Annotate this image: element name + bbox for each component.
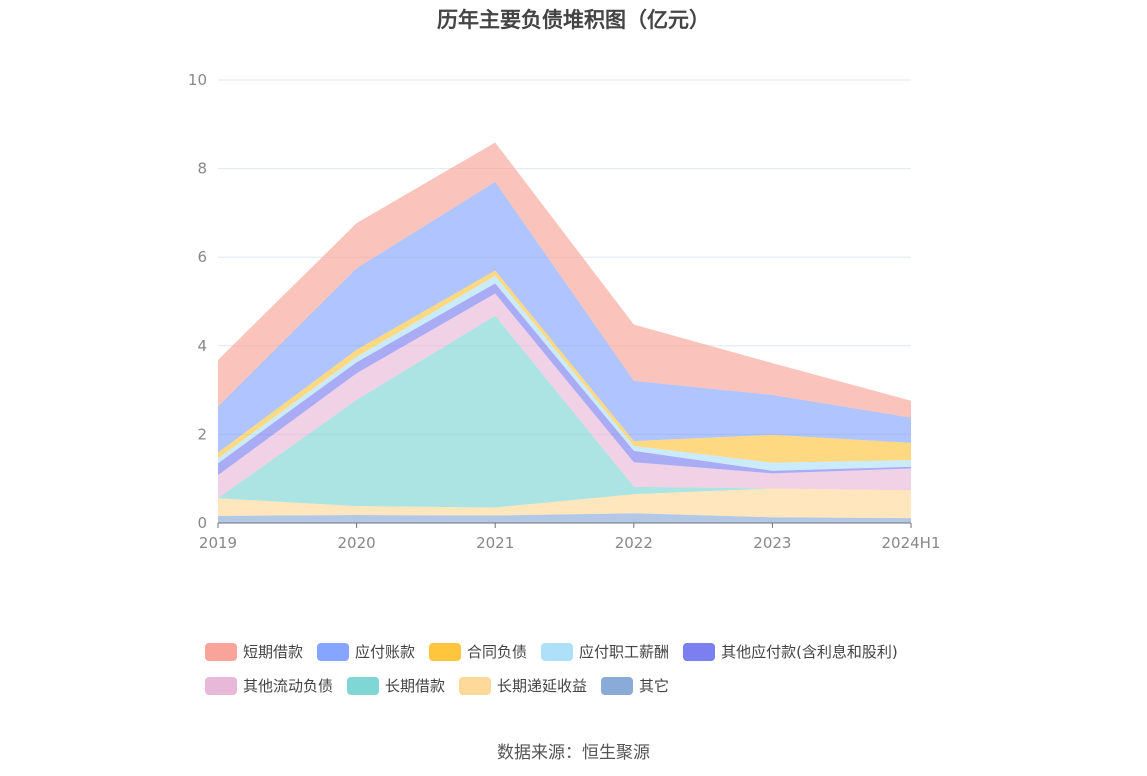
legend-label: 长期借款 xyxy=(385,677,446,695)
legend-swatch xyxy=(205,642,237,661)
legend-swatch xyxy=(683,642,716,661)
legend-item[interactable]: 长期借款 xyxy=(347,675,445,696)
legend-row-1: 短期借款 应付账款 合同负债 应付职工薪酬 其他应付款(含利息和股利) xyxy=(205,641,898,662)
legend-swatch xyxy=(459,676,492,695)
legend-item[interactable]: 应付账款 xyxy=(317,641,415,662)
legend-swatch xyxy=(541,642,574,661)
area-7 xyxy=(218,181,911,453)
legend-swatch xyxy=(317,642,350,661)
x-tick-label: 2022 xyxy=(615,534,653,552)
x-tick-label: 2024H1 xyxy=(882,534,941,552)
area-8 xyxy=(218,142,911,418)
area-2 xyxy=(218,315,911,508)
legend-label: 其他应付款(含利息和股利) xyxy=(721,643,898,661)
legend-label: 短期借款 xyxy=(243,643,304,661)
area-1 xyxy=(218,488,911,519)
legend-label: 其他流动负债 xyxy=(243,677,334,695)
chart-title: 历年主要负债堆积图（亿元） xyxy=(437,8,710,32)
legend-item[interactable]: 长期递延收益 xyxy=(459,675,587,696)
x-tick-label: 2023 xyxy=(753,534,791,552)
area-0 xyxy=(218,513,911,523)
data-source: 数据来源：恒生聚源 xyxy=(497,743,650,763)
y-tick-label: 6 xyxy=(197,248,207,266)
y-tick-label: 10 xyxy=(188,71,207,89)
legend-swatch xyxy=(429,642,462,661)
legend-label: 应付职工薪酬 xyxy=(579,643,670,661)
legend-label: 合同负债 xyxy=(467,643,528,661)
stacked-area-chart: 0 2 4 6 8 10 2019 2020 2021 2022 2023 2024H1 xyxy=(188,71,941,552)
legend-label: 长期递延收益 xyxy=(497,677,588,695)
legend-swatch xyxy=(347,676,380,695)
y-tick-label: 8 xyxy=(197,160,207,178)
legend-item[interactable]: 其它 xyxy=(601,675,669,696)
legend-label: 应付账款 xyxy=(355,643,416,661)
legend-item[interactable]: 其他流动负债 xyxy=(205,675,333,696)
area-3 xyxy=(218,293,911,499)
legend-swatch xyxy=(205,676,237,695)
legend-label: 其它 xyxy=(639,677,670,695)
x-tick-label: 2020 xyxy=(338,534,376,552)
y-tick-label: 0 xyxy=(197,514,207,532)
legend-swatch xyxy=(601,676,634,695)
x-tick-label: 2019 xyxy=(199,534,237,552)
x-tick-label: 2021 xyxy=(476,534,514,552)
y-tick-label: 2 xyxy=(197,425,207,443)
legend-item[interactable]: 应付职工薪酬 xyxy=(541,641,669,662)
legend-item[interactable]: 合同负债 xyxy=(429,641,527,662)
area-6 xyxy=(218,270,911,463)
legend-row-2: 其他流动负债 长期借款 长期递延收益 其它 xyxy=(205,675,669,696)
legend-item[interactable]: 短期借款 xyxy=(205,641,303,662)
legend-item[interactable]: 其他应付款(含利息和股利) xyxy=(683,641,898,662)
y-tick-label: 4 xyxy=(197,337,207,355)
